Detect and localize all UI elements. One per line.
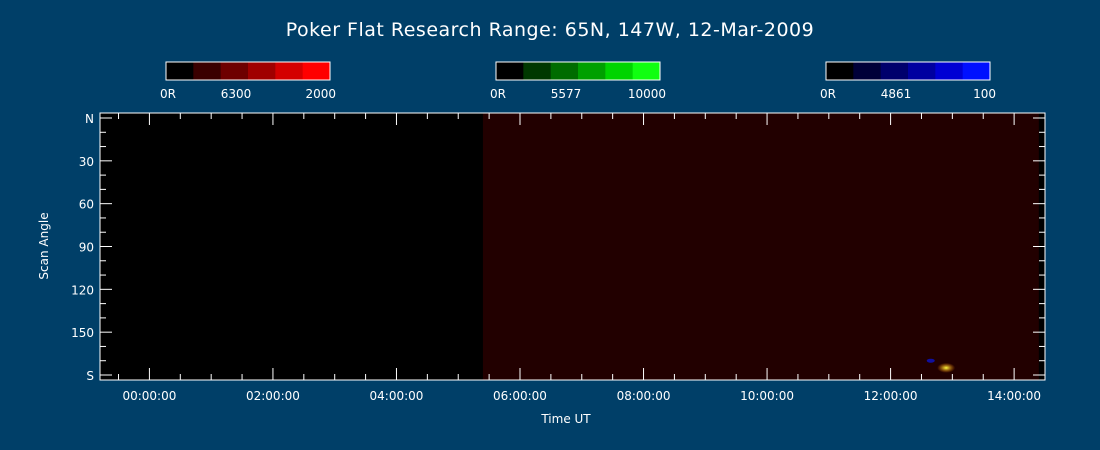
colorbar-red-step: [302, 62, 331, 80]
colorbar-green-min-label: 0R: [490, 87, 506, 101]
x-tick-label: 12:00:00: [864, 389, 918, 403]
colorbar-red-step: [248, 62, 276, 80]
colorbar-blue-step: [826, 62, 854, 80]
colorbar-green-step: [632, 62, 661, 80]
colorbar-red-step: [193, 62, 222, 80]
colorbar-legends: 0R 6300 2000 0R 5577 10000 0R 4861 100: [160, 61, 996, 101]
colorbar-blue-mid-label: 4861: [881, 87, 912, 101]
chart-title: Poker Flat Research Range: 65N, 147W, 12…: [286, 19, 814, 41]
heatmap-data-region: [482, 113, 1039, 380]
colorbar-red-mid-label: 6300: [221, 87, 252, 101]
x-tick-label: 08:00:00: [617, 389, 671, 403]
y-tick-label: 150: [71, 326, 94, 340]
colorbar-blue-step: [962, 62, 991, 80]
x-tick-label: 04:00:00: [370, 389, 424, 403]
colorbar-green: 0R 5577 10000: [490, 61, 666, 101]
colorbar-red-frame: [165, 61, 331, 81]
colorbar-red-max-label: 2000: [305, 87, 336, 101]
colorbar-green-step: [605, 62, 634, 80]
plot-area: [100, 113, 1045, 380]
y-tick-label: 30: [79, 155, 94, 169]
y-axis-label: Scan Angle: [37, 212, 51, 279]
colorbar-blue-step: [935, 62, 964, 80]
colorbar-blue-frame: [825, 61, 991, 81]
x-tick-label: 02:00:00: [246, 389, 300, 403]
colorbar-green-frame: [495, 61, 661, 81]
y-tick-label: N: [85, 112, 94, 126]
colorbar-red-step: [220, 62, 249, 80]
y-tick-label: 90: [79, 241, 94, 255]
x-tick-label: 10:00:00: [740, 389, 794, 403]
colorbar-green-max-label: 10000: [628, 87, 666, 101]
colorbar-blue-step: [908, 62, 936, 80]
axes: 00:00:00 02:00:00 04:00:00 06:00:00 08:00:00…: [71, 112, 1046, 403]
x-tick-label: 14:00:00: [987, 389, 1041, 403]
colorbar-blue: 0R 4861 100: [820, 61, 996, 101]
x-tick-label: 00:00:00: [122, 389, 176, 403]
x-tick-label: 06:00:00: [493, 389, 547, 403]
y-tick-label: 120: [71, 283, 94, 297]
y-tick-label: S: [86, 369, 94, 383]
y-tick-label: 60: [79, 198, 94, 212]
colorbar-blue-step: [853, 62, 882, 80]
colorbar-blue-max-label: 100: [973, 87, 996, 101]
colorbar-blue-min-label: 0R: [820, 87, 836, 101]
bright-yellow-spot: [937, 362, 956, 373]
colorbar-green-step: [523, 62, 552, 80]
x-axis-label: Time UT: [540, 412, 591, 426]
colorbar-blue-step: [880, 62, 909, 80]
colorbar-green-step: [496, 62, 524, 80]
colorbar-red-step: [275, 62, 304, 80]
colorbar-red-min-label: 0R: [160, 87, 176, 101]
colorbar-green-mid-label: 5577: [551, 87, 582, 101]
colorbar-red-step: [166, 62, 194, 80]
colorbar-green-step: [578, 62, 606, 80]
blue-dot: [926, 358, 935, 363]
colorbar-green-step: [550, 62, 579, 80]
colorbar-red: 0R 6300 2000: [160, 61, 336, 101]
